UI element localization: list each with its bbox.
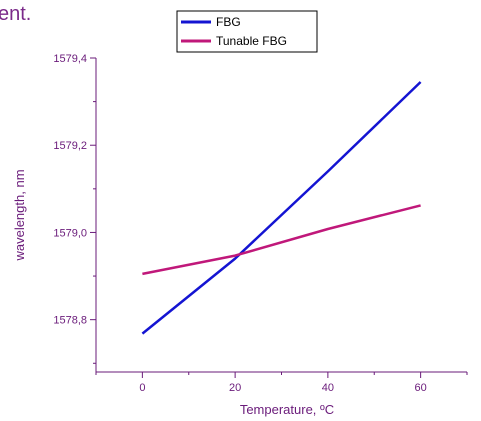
- y-tick-label: 1579,0: [53, 227, 87, 239]
- legend-box: [176, 10, 318, 53]
- x-tick-label: 20: [229, 382, 241, 394]
- y-tick-label: 1579,2: [53, 140, 87, 152]
- tick-labels: 0 20 40 60 1578,8 1579,0 1579,2 1579,4: [53, 53, 426, 394]
- series-line-tunable-fbg: [142, 204, 421, 276]
- x-tick-label: 0: [139, 382, 145, 394]
- y-tick-label: 1579,4: [53, 53, 87, 65]
- tick-marks: [90, 57, 468, 378]
- y-axis-title: wavelength, nm: [12, 169, 27, 261]
- legend-label-fbg: FBG: [216, 15, 241, 29]
- series-lines: [141, 81, 422, 335]
- x-axis-title: Temperature, ºC: [240, 402, 334, 417]
- y-tick-label: 1578,8: [53, 315, 87, 327]
- series-line-fbg: [141, 81, 422, 335]
- x-tick-label: 60: [415, 382, 427, 394]
- page-heading-fragment: ent.: [0, 3, 31, 25]
- legend-label-tunable-fbg: Tunable FBG: [216, 34, 287, 48]
- legend: FBG Tunable FBG: [176, 10, 318, 53]
- x-tick-label: 40: [322, 382, 334, 394]
